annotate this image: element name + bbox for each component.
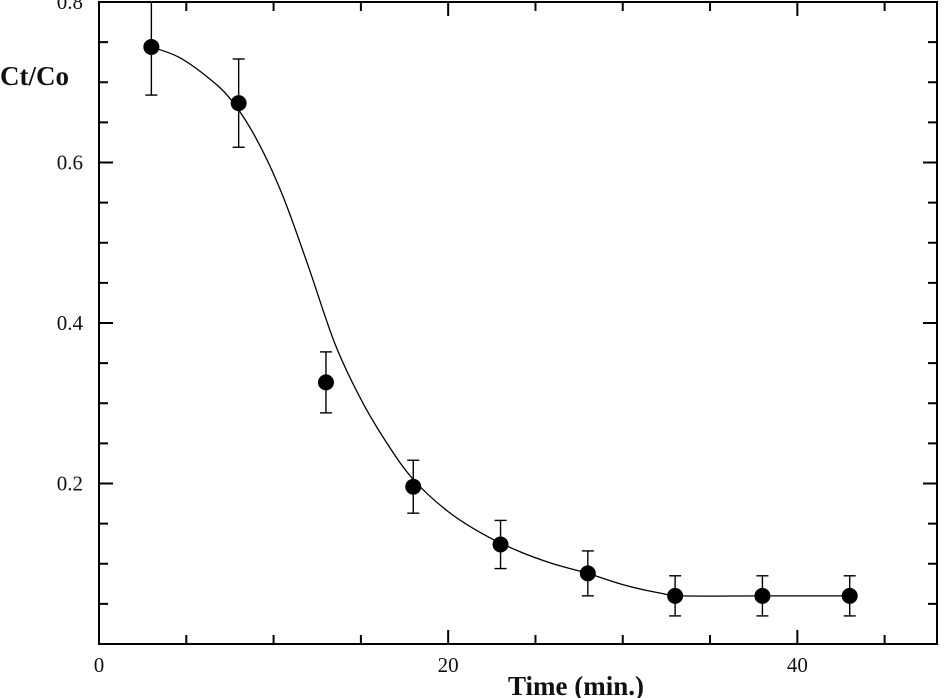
y-tick-label: 0.6 — [57, 151, 83, 175]
axis-ticks — [99, 2, 937, 644]
data-points — [143, 38, 858, 604]
fit-curve — [151, 46, 850, 597]
data-point — [754, 587, 771, 604]
y-tick-label: 0.2 — [57, 472, 83, 496]
data-point — [317, 374, 334, 391]
error-bars — [145, 1, 856, 617]
data-point — [841, 587, 858, 604]
plot-frame — [98, 1, 938, 645]
data-point — [230, 95, 247, 112]
data-point — [405, 478, 422, 495]
tick-labels: 0 20 40 0.2 0.4 0.6 0.8 — [57, 0, 808, 677]
y-axis-title: Ct/Co — [0, 61, 69, 91]
data-point — [579, 565, 596, 582]
y-tick-label: 0.8 — [57, 0, 83, 14]
x-tick-label: 40 — [787, 653, 808, 677]
x-axis-title: Time (min.) — [508, 671, 644, 698]
data-point — [667, 587, 684, 604]
y-tick-label: 0.4 — [57, 311, 84, 335]
x-tick-label: 20 — [438, 653, 459, 677]
x-tick-label: 0 — [94, 653, 105, 677]
data-point — [492, 536, 509, 553]
data-point — [143, 38, 160, 55]
